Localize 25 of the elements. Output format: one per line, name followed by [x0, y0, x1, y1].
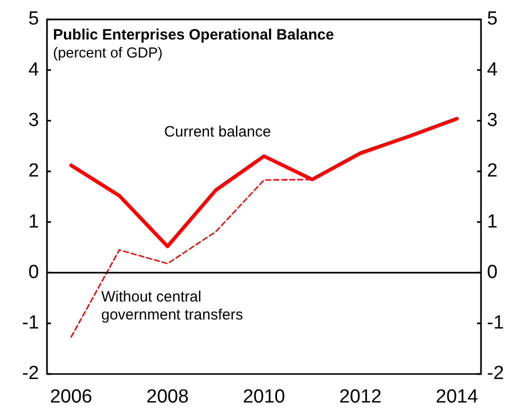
- y-tick-label: -1: [22, 312, 39, 334]
- x-tick-label: 2010: [242, 386, 286, 408]
- y-tick-label: 2: [28, 160, 39, 182]
- text: Public Enterprises Operational Balance: [53, 26, 334, 44]
- text: (percent of GDP): [53, 45, 163, 62]
- y-tick-label: -2: [22, 363, 39, 384]
- y-tick-label: 5: [28, 8, 39, 30]
- x-tick-label: 2006: [50, 386, 92, 408]
- y-tick-label: 0: [28, 262, 39, 283]
- y2-tick-label: 0: [487, 262, 498, 283]
- y2-tick-label: 1: [487, 211, 498, 232]
- y2-tick-label: 4: [487, 59, 498, 80]
- y-tick-label: 1: [28, 211, 39, 232]
- y2-tick-label: 2: [487, 160, 498, 182]
- y2-tick-label: 3: [487, 110, 498, 131]
- y2-tick-label: 5: [487, 8, 498, 30]
- y2-tick-label: -1: [487, 312, 504, 334]
- y-tick-label: 4: [28, 59, 40, 80]
- series-label: Current balance: [164, 123, 271, 140]
- series-label: Without central government transfers: [101, 288, 243, 324]
- y2-tick-label: -2: [487, 363, 504, 384]
- x-tick-label: 2008: [146, 386, 189, 408]
- x-tick-label: 2014: [436, 386, 478, 408]
- y-tick-label: 3: [28, 110, 39, 131]
- x-tick-label: 2012: [339, 386, 382, 408]
